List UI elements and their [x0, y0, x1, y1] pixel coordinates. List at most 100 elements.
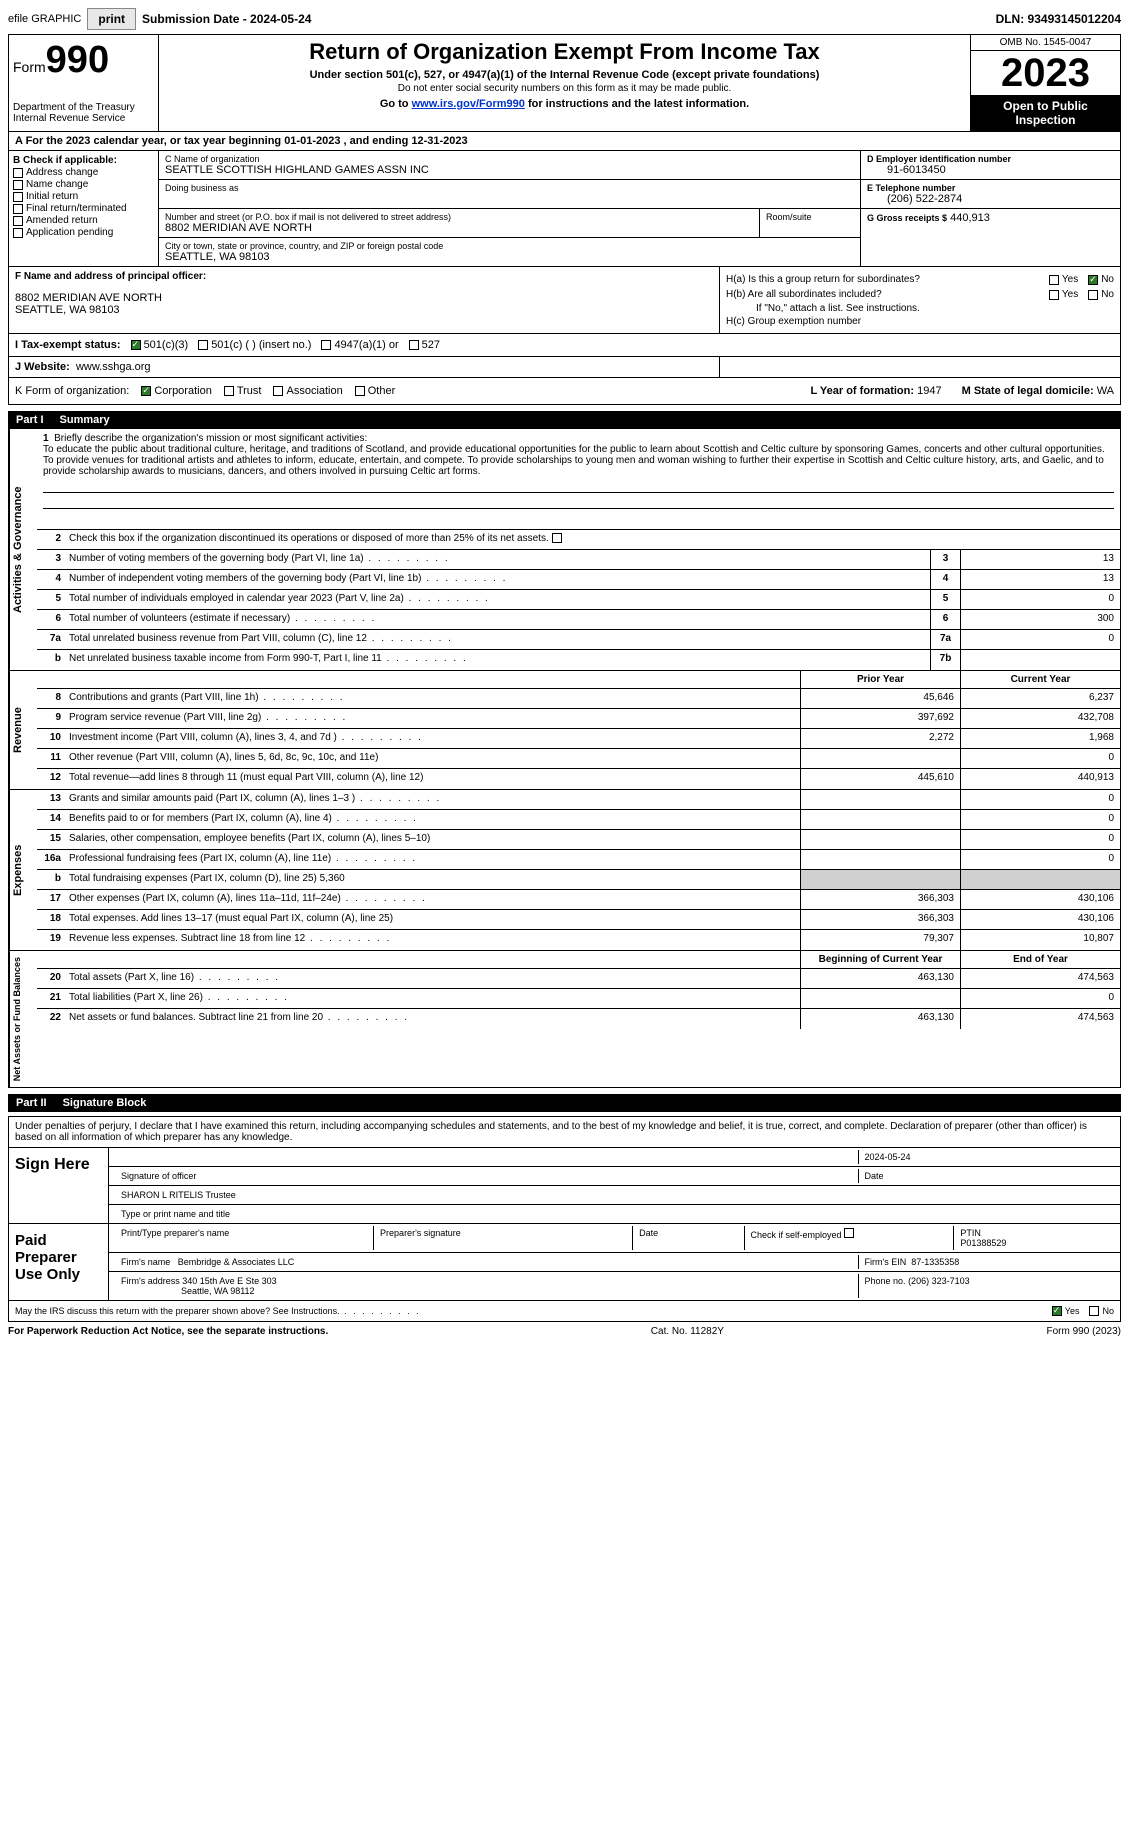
m-val: WA: [1097, 385, 1114, 397]
header-left: Form990 Department of the Treasury Inter…: [9, 35, 159, 131]
ha-no[interactable]: [1088, 275, 1098, 285]
may-yes[interactable]: [1052, 1306, 1062, 1316]
row-j: J Website: www.sshga.org: [8, 357, 1121, 378]
line3: Number of voting members of the governin…: [65, 550, 930, 569]
section-netassets: Net Assets or Fund Balances Beginning of…: [8, 951, 1121, 1088]
form-subtitle: Under section 501(c), 527, or 4947(a)(1)…: [167, 69, 962, 81]
chk-selfemp[interactable]: [844, 1228, 854, 1238]
chk-corp[interactable]: [141, 386, 151, 396]
line4-val: 13: [960, 570, 1120, 589]
chk-final[interactable]: [13, 204, 23, 214]
efile-label: efile GRAPHIC: [8, 13, 81, 25]
top-bar: efile GRAPHIC print Submission Date - 20…: [8, 8, 1121, 30]
line10: Investment income (Part VIII, column (A)…: [65, 729, 800, 748]
paid-prep-label: Paid Preparer Use Only: [9, 1224, 109, 1300]
k-label: K Form of organization:: [15, 385, 129, 397]
opt-pending: Application pending: [26, 227, 113, 238]
f-label: F Name and address of principal officer:: [15, 271, 713, 282]
firm-phone-lbl: Phone no.: [865, 1276, 906, 1286]
col-b-checkboxes: B Check if applicable: Address change Na…: [9, 151, 159, 266]
link-pre: Go to: [380, 98, 412, 110]
firm-addr1: 340 15th Ave E Ste 303: [182, 1276, 276, 1286]
entity-info: B Check if applicable: Address change Na…: [8, 151, 1121, 267]
chk-initial[interactable]: [13, 192, 23, 202]
may-no[interactable]: [1089, 1306, 1099, 1316]
line13: Grants and similar amounts paid (Part IX…: [65, 790, 800, 809]
chk-4947[interactable]: [321, 340, 331, 350]
firm-name: Bembridge & Associates LLC: [178, 1257, 295, 1267]
chk-name[interactable]: [13, 180, 23, 190]
ein-value: 91-6013450: [867, 164, 1114, 176]
part1-header: Part I Summary: [8, 411, 1121, 429]
hb-no[interactable]: [1088, 290, 1098, 300]
chk-other[interactable]: [355, 386, 365, 396]
open-line1: Open to Public: [975, 99, 1116, 113]
opt-name: Name change: [26, 179, 88, 190]
irs-link[interactable]: www.irs.gov/Form990: [412, 98, 525, 110]
sig-officer-lbl: Signature of officer: [115, 1169, 859, 1183]
line7b-val: [960, 650, 1120, 670]
gross-value: 440,913: [950, 212, 990, 224]
row-k: K Form of organization: Corporation Trus…: [8, 378, 1121, 405]
j-label: J Website:: [15, 361, 70, 373]
line4: Number of independent voting members of …: [65, 570, 930, 589]
chk-address[interactable]: [13, 168, 23, 178]
mission-label: Briefly describe the organization's miss…: [54, 433, 367, 444]
line22: Net assets or fund balances. Subtract li…: [65, 1009, 800, 1029]
vtab-revenue: Revenue: [9, 671, 37, 789]
submission-date: Submission Date - 2024-05-24: [142, 12, 311, 26]
hb-yes[interactable]: [1049, 290, 1059, 300]
dept-treasury: Department of the Treasury: [13, 102, 154, 113]
print-button[interactable]: print: [87, 8, 136, 30]
row-h: H(a) Is this a group return for subordin…: [720, 267, 1120, 333]
opt-amended: Amended return: [26, 215, 98, 226]
col-de: D Employer identification number 91-6013…: [860, 151, 1120, 266]
prep-sig-lbl: Preparer's signature: [374, 1226, 633, 1250]
hb-label: H(b) Are all subordinates included?: [726, 289, 1049, 300]
section-expenses: Expenses 13Grants and similar amounts pa…: [8, 790, 1121, 951]
line6: Total number of volunteers (estimate if …: [65, 610, 930, 629]
hdr-prior: Prior Year: [800, 671, 960, 688]
prep-date-lbl: Date: [633, 1226, 744, 1250]
line16b: Total fundraising expenses (Part IX, col…: [65, 870, 800, 889]
gross-label: G Gross receipts $: [867, 213, 947, 223]
phone-label: E Telephone number: [867, 183, 1114, 193]
line7a-val: 0: [960, 630, 1120, 649]
link-post: for instructions and the latest informat…: [525, 98, 749, 110]
omb-number: OMB No. 1545-0047: [971, 35, 1120, 51]
chk-527[interactable]: [409, 340, 419, 350]
part1-num: Part I: [16, 414, 44, 426]
line12: Total revenue—add lines 8 through 11 (mu…: [65, 769, 800, 789]
dba-label: Doing business as: [165, 183, 854, 193]
ha-yes[interactable]: [1049, 275, 1059, 285]
chk-trust[interactable]: [224, 386, 234, 396]
footer-mid: Cat. No. 11282Y: [651, 1326, 724, 1337]
part2-num: Part II: [16, 1097, 47, 1109]
chk-501c3[interactable]: [131, 340, 141, 350]
form-title: Return of Organization Exempt From Incom…: [167, 39, 962, 65]
signature-block: Under penalties of perjury, I declare th…: [8, 1116, 1121, 1322]
f-addr2: SEATTLE, WA 98103: [15, 304, 713, 316]
form-note: Do not enter social security numbers on …: [167, 83, 962, 94]
open-line2: Inspection: [975, 113, 1116, 127]
firm-ein-lbl: Firm's EIN: [865, 1257, 907, 1267]
section-revenue: Revenue Prior YearCurrent Year 8Contribu…: [8, 671, 1121, 790]
line2-chk[interactable]: [552, 533, 562, 543]
opt-final: Final return/terminated: [26, 203, 127, 214]
chk-501c[interactable]: [198, 340, 208, 350]
line9: Program service revenue (Part VIII, line…: [65, 709, 800, 728]
line20: Total assets (Part X, line 16): [65, 969, 800, 988]
phone-value: (206) 522-2874: [867, 193, 1114, 205]
form-header: Form990 Department of the Treasury Inter…: [8, 34, 1121, 132]
officer-name: SHARON L RITELIS Trustee: [115, 1188, 1114, 1202]
chk-assoc[interactable]: [273, 386, 283, 396]
chk-amended[interactable]: [13, 216, 23, 226]
chk-pending[interactable]: [13, 228, 23, 238]
header-right: OMB No. 1545-0047 2023 Open to Public In…: [970, 35, 1120, 131]
tax-year: 2023: [971, 51, 1120, 95]
m-label: M State of legal domicile:: [962, 385, 1094, 397]
line7b: Net unrelated business taxable income fr…: [65, 650, 930, 670]
col-c-org: C Name of organization SEATTLE SCOTTISH …: [159, 151, 860, 266]
addr-label: Number and street (or P.O. box if mail i…: [165, 212, 753, 222]
hb-note: If "No," attach a list. See instructions…: [726, 303, 1114, 314]
